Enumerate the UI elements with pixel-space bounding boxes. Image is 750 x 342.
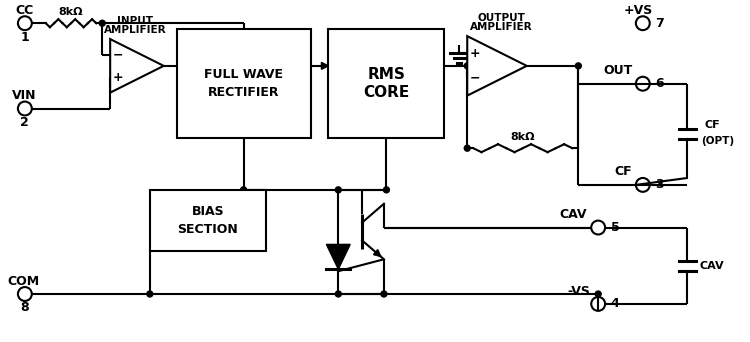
Text: OUT: OUT [604,64,633,77]
Text: 4: 4 [610,298,620,311]
Bar [328,29,445,138]
Circle shape [241,187,247,193]
Text: VIN: VIN [12,89,36,102]
Circle shape [596,291,602,297]
Text: INPUT: INPUT [117,16,153,26]
Text: −: − [470,72,481,85]
Text: +VS: +VS [623,4,652,17]
Text: −: − [112,48,123,61]
Text: OUTPUT: OUTPUT [477,13,525,23]
Circle shape [575,63,581,69]
Text: CAV: CAV [700,261,724,271]
Text: 3: 3 [656,179,664,192]
Circle shape [99,20,105,26]
Text: CORE: CORE [363,85,410,100]
Polygon shape [322,62,328,69]
Text: SECTION: SECTION [178,223,238,236]
Text: CAV: CAV [560,208,587,221]
Text: (OPT): (OPT) [700,136,734,146]
Text: RECTIFIER: RECTIFIER [208,86,279,99]
Text: COM: COM [8,275,40,288]
Circle shape [335,291,341,297]
Circle shape [464,145,470,151]
Text: 5: 5 [610,221,620,234]
Text: +: + [112,70,124,83]
Circle shape [464,63,470,69]
Circle shape [147,291,153,297]
Text: CF: CF [704,120,720,130]
Polygon shape [110,39,164,93]
Bar [176,29,310,138]
Text: 2: 2 [20,116,29,129]
Text: 6: 6 [656,77,664,90]
Text: +: + [470,47,481,60]
Text: 8kΩ: 8kΩ [511,132,535,142]
Circle shape [335,187,341,193]
Text: AMPLIFIER: AMPLIFIER [104,25,166,35]
Text: 8: 8 [20,301,29,314]
Text: CF: CF [614,166,632,179]
Text: BIAS: BIAS [191,205,224,218]
Text: RMS: RMS [368,67,405,82]
Text: FULL WAVE: FULL WAVE [204,68,283,81]
Circle shape [381,291,387,297]
Text: 8kΩ: 8kΩ [58,7,83,17]
Text: -VS: -VS [567,285,590,298]
Text: AMPLIFIER: AMPLIFIER [470,22,532,32]
Polygon shape [467,36,526,96]
Bar [150,190,266,251]
Polygon shape [326,245,350,269]
Text: 1: 1 [20,30,29,43]
Text: CC: CC [16,4,34,17]
Circle shape [383,187,389,193]
Text: 7: 7 [656,17,664,30]
